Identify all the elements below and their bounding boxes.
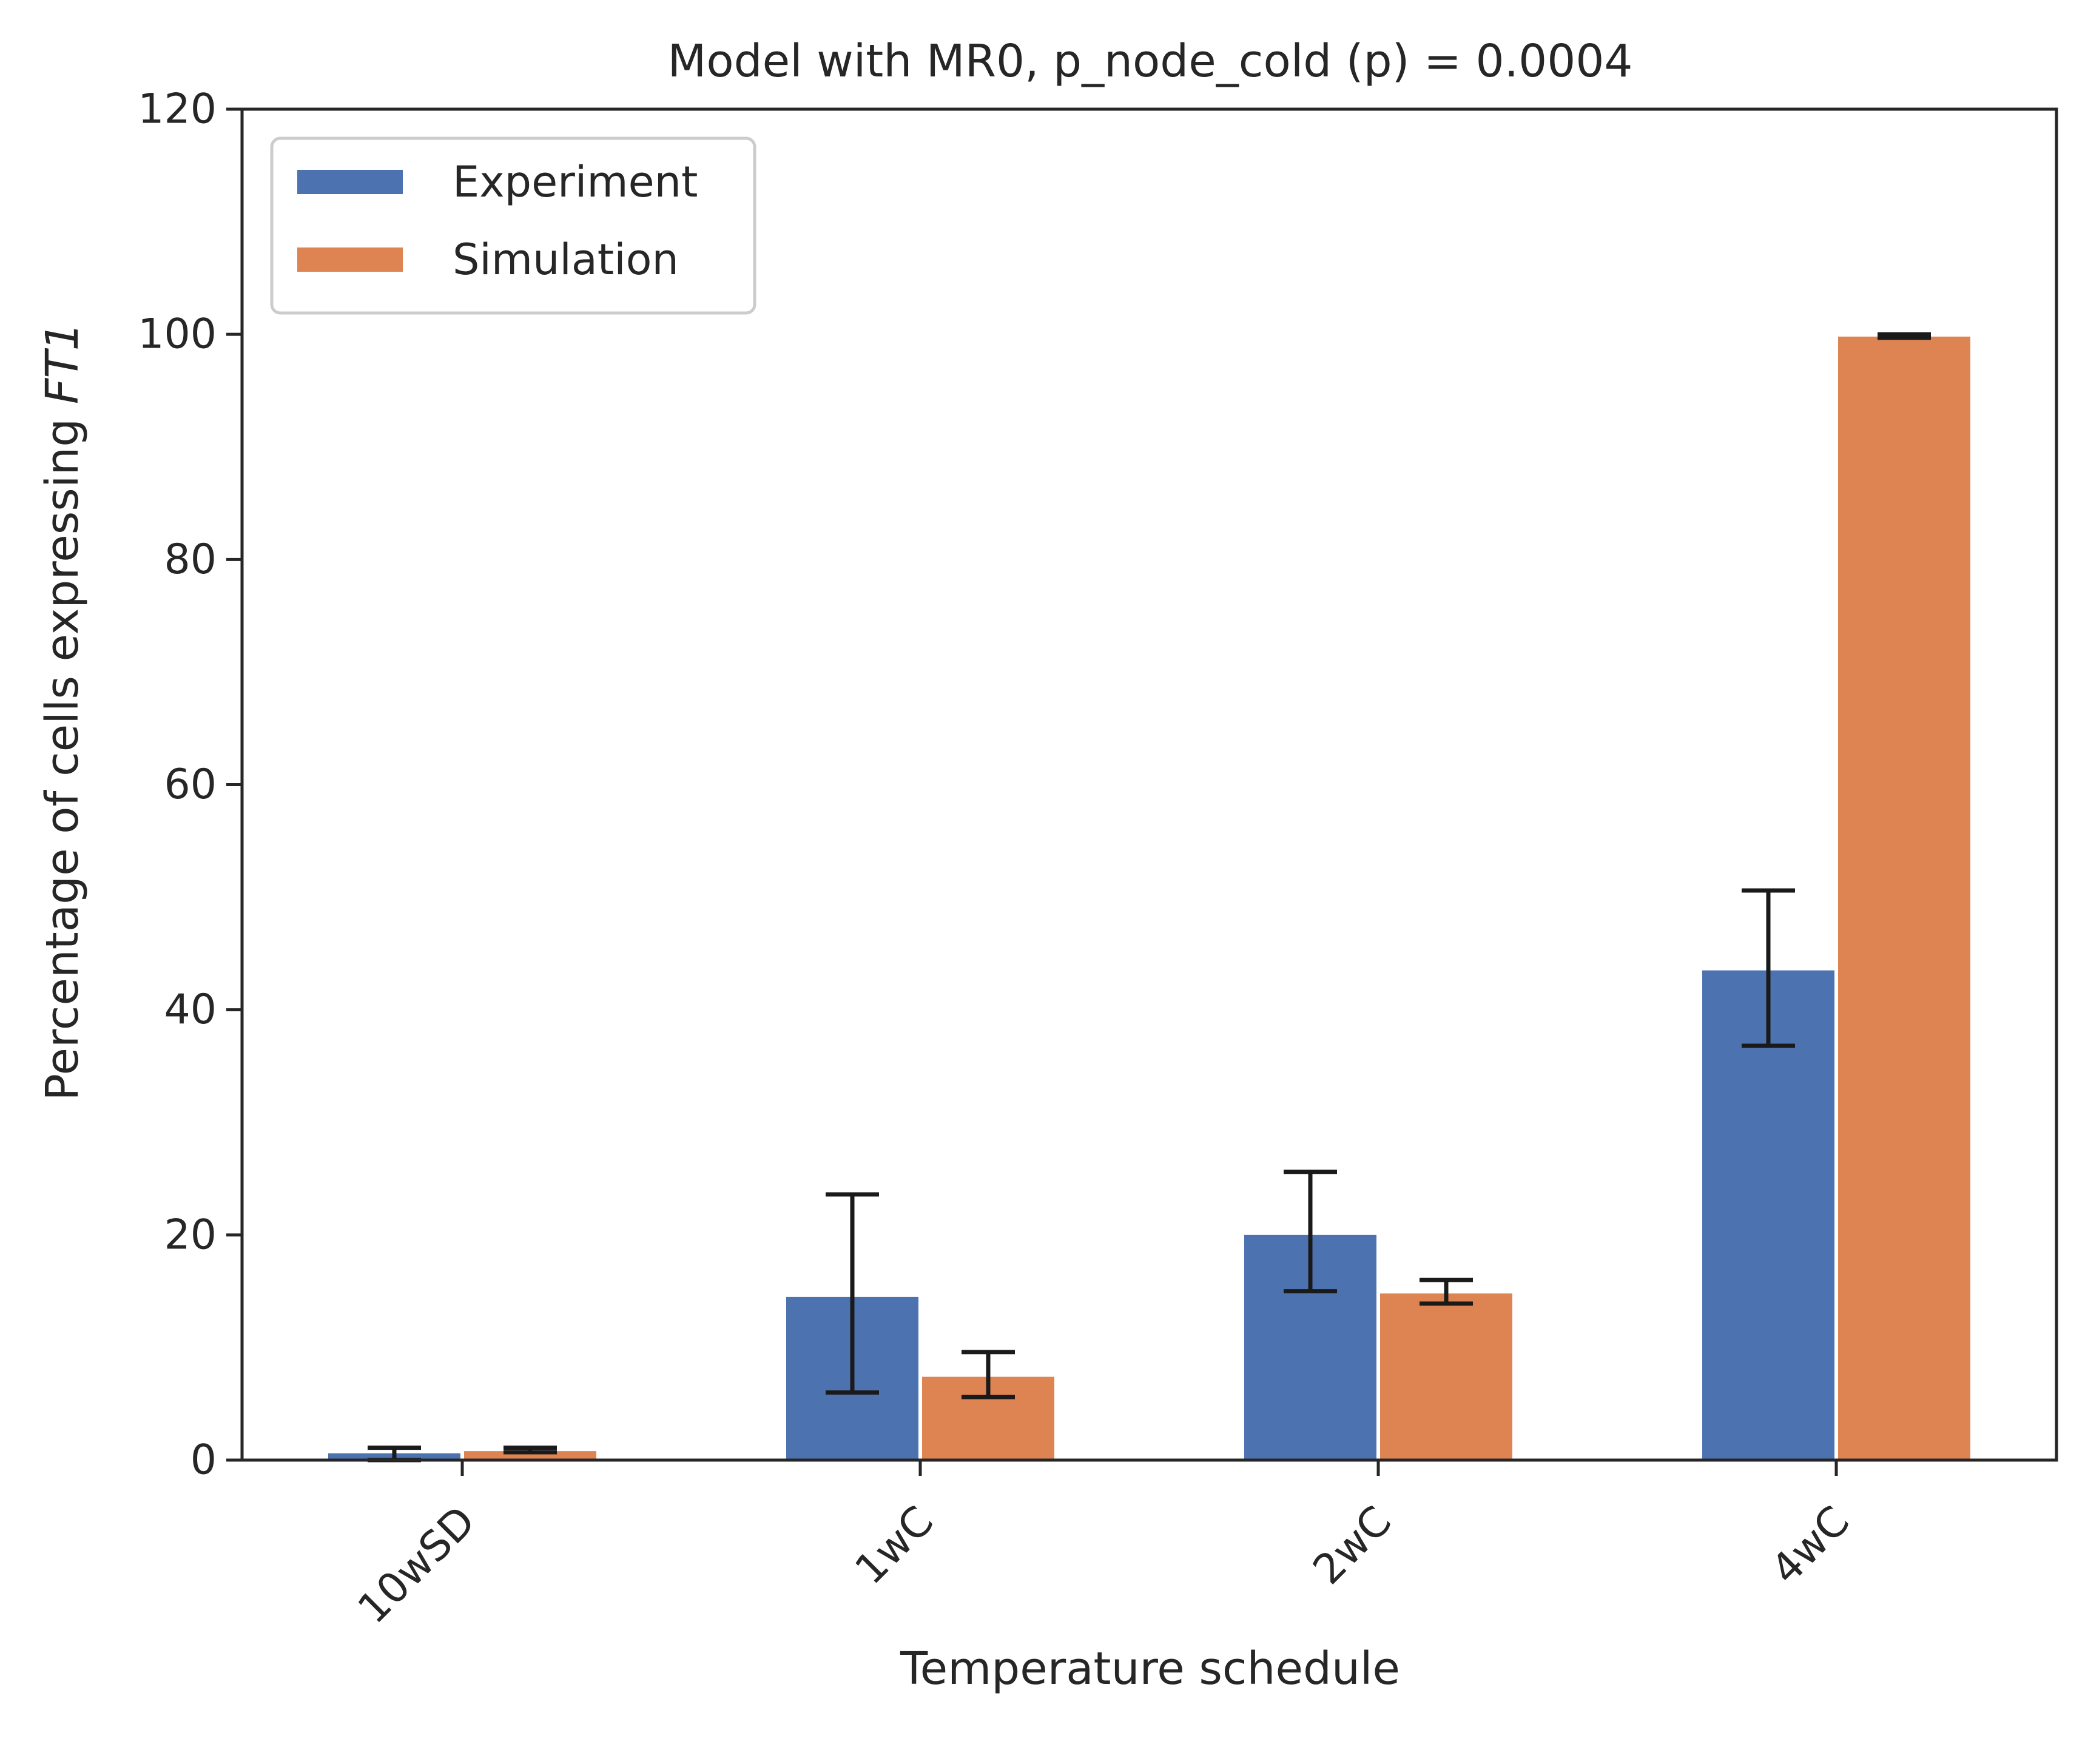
- x-tick-label: 2wC: [1304, 1497, 1401, 1594]
- x-tick-label: 1wC: [846, 1497, 943, 1594]
- y-tick-label: 60: [164, 761, 217, 809]
- legend-swatch-simulation: [297, 247, 403, 272]
- x-tick-label: 10wSD: [349, 1497, 485, 1633]
- chart-title: Model with MR0, p_node_cold (p) = 0.0004: [668, 35, 1633, 87]
- y-tick-label: 100: [138, 311, 217, 359]
- y-axis-title-gene: FT1: [36, 322, 89, 404]
- x-tick-label: 4wC: [1762, 1497, 1859, 1594]
- y-tick-label: 20: [164, 1211, 217, 1259]
- y-tick-label: 0: [190, 1436, 217, 1484]
- axes-frame: [240, 107, 2058, 1462]
- y-axis-title-text: Percentage of cells expressing: [36, 404, 89, 1100]
- y-tick-label: 120: [138, 86, 217, 133]
- bar-experiment-4wc: [1702, 970, 1834, 1460]
- bar-simulation-10wsd: [464, 1451, 596, 1460]
- y-tick-label: 80: [164, 536, 217, 584]
- legend: Experiment Simulation: [270, 136, 756, 315]
- legend-swatch-experiment: [297, 170, 403, 194]
- plot-area: 10wSD 1wC 2wC 4wC 0 20 40 60 80 100 120: [138, 86, 2058, 1633]
- bar-simulation-4wc: [1838, 336, 1970, 1460]
- y-axis-title: Percentage of cells expressing FT1: [36, 322, 89, 1100]
- x-axis-title: Temperature schedule: [900, 1643, 1400, 1695]
- legend-label-experiment: Experiment: [453, 157, 698, 207]
- y-tick-label: 40: [164, 986, 217, 1034]
- bar-simulation-2wc: [1380, 1293, 1512, 1460]
- legend-label-simulation: Simulation: [453, 235, 679, 284]
